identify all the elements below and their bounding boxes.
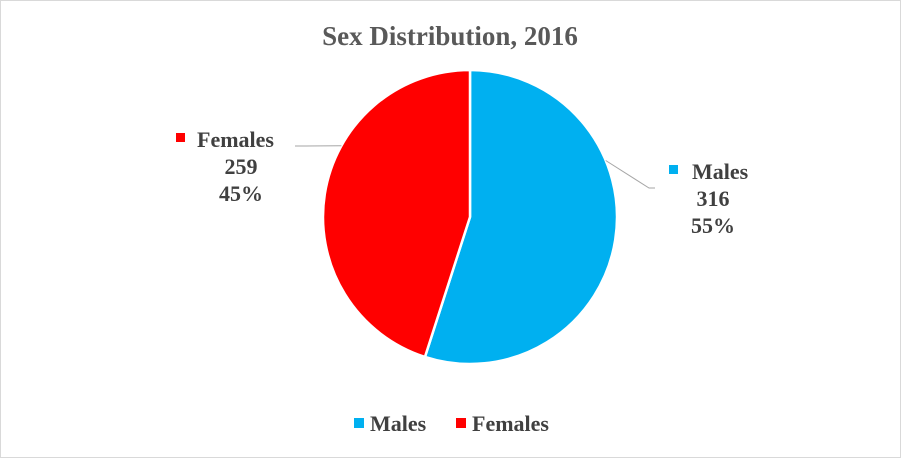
pie-slices [321,68,619,366]
data-label-males: Males 316 55% [669,159,749,238]
data-label-category-males: Males [692,159,749,184]
pie-slice-females [321,68,472,359]
chart-title: Sex Distribution, 2016 [322,21,578,51]
legend-label-females: Females [472,411,549,436]
legend-swatch-males [354,418,364,428]
leader-lines [295,145,655,189]
data-label-percent-males: 55% [691,213,735,238]
data-label-females: Females 259 45% [176,127,274,206]
legend: Males Females [354,411,549,436]
data-label-category-females: Females [197,127,274,152]
data-label-swatch-females [176,133,185,142]
data-label-value-females: 259 [225,154,258,179]
pie-slice-males [423,68,619,366]
legend-swatch-females [456,418,466,428]
data-label-value-males: 316 [697,186,730,211]
data-label-percent-females: 45% [219,181,263,206]
data-label-swatch-males [669,165,678,174]
legend-label-males: Males [370,411,427,436]
leader-line-males [605,160,655,189]
